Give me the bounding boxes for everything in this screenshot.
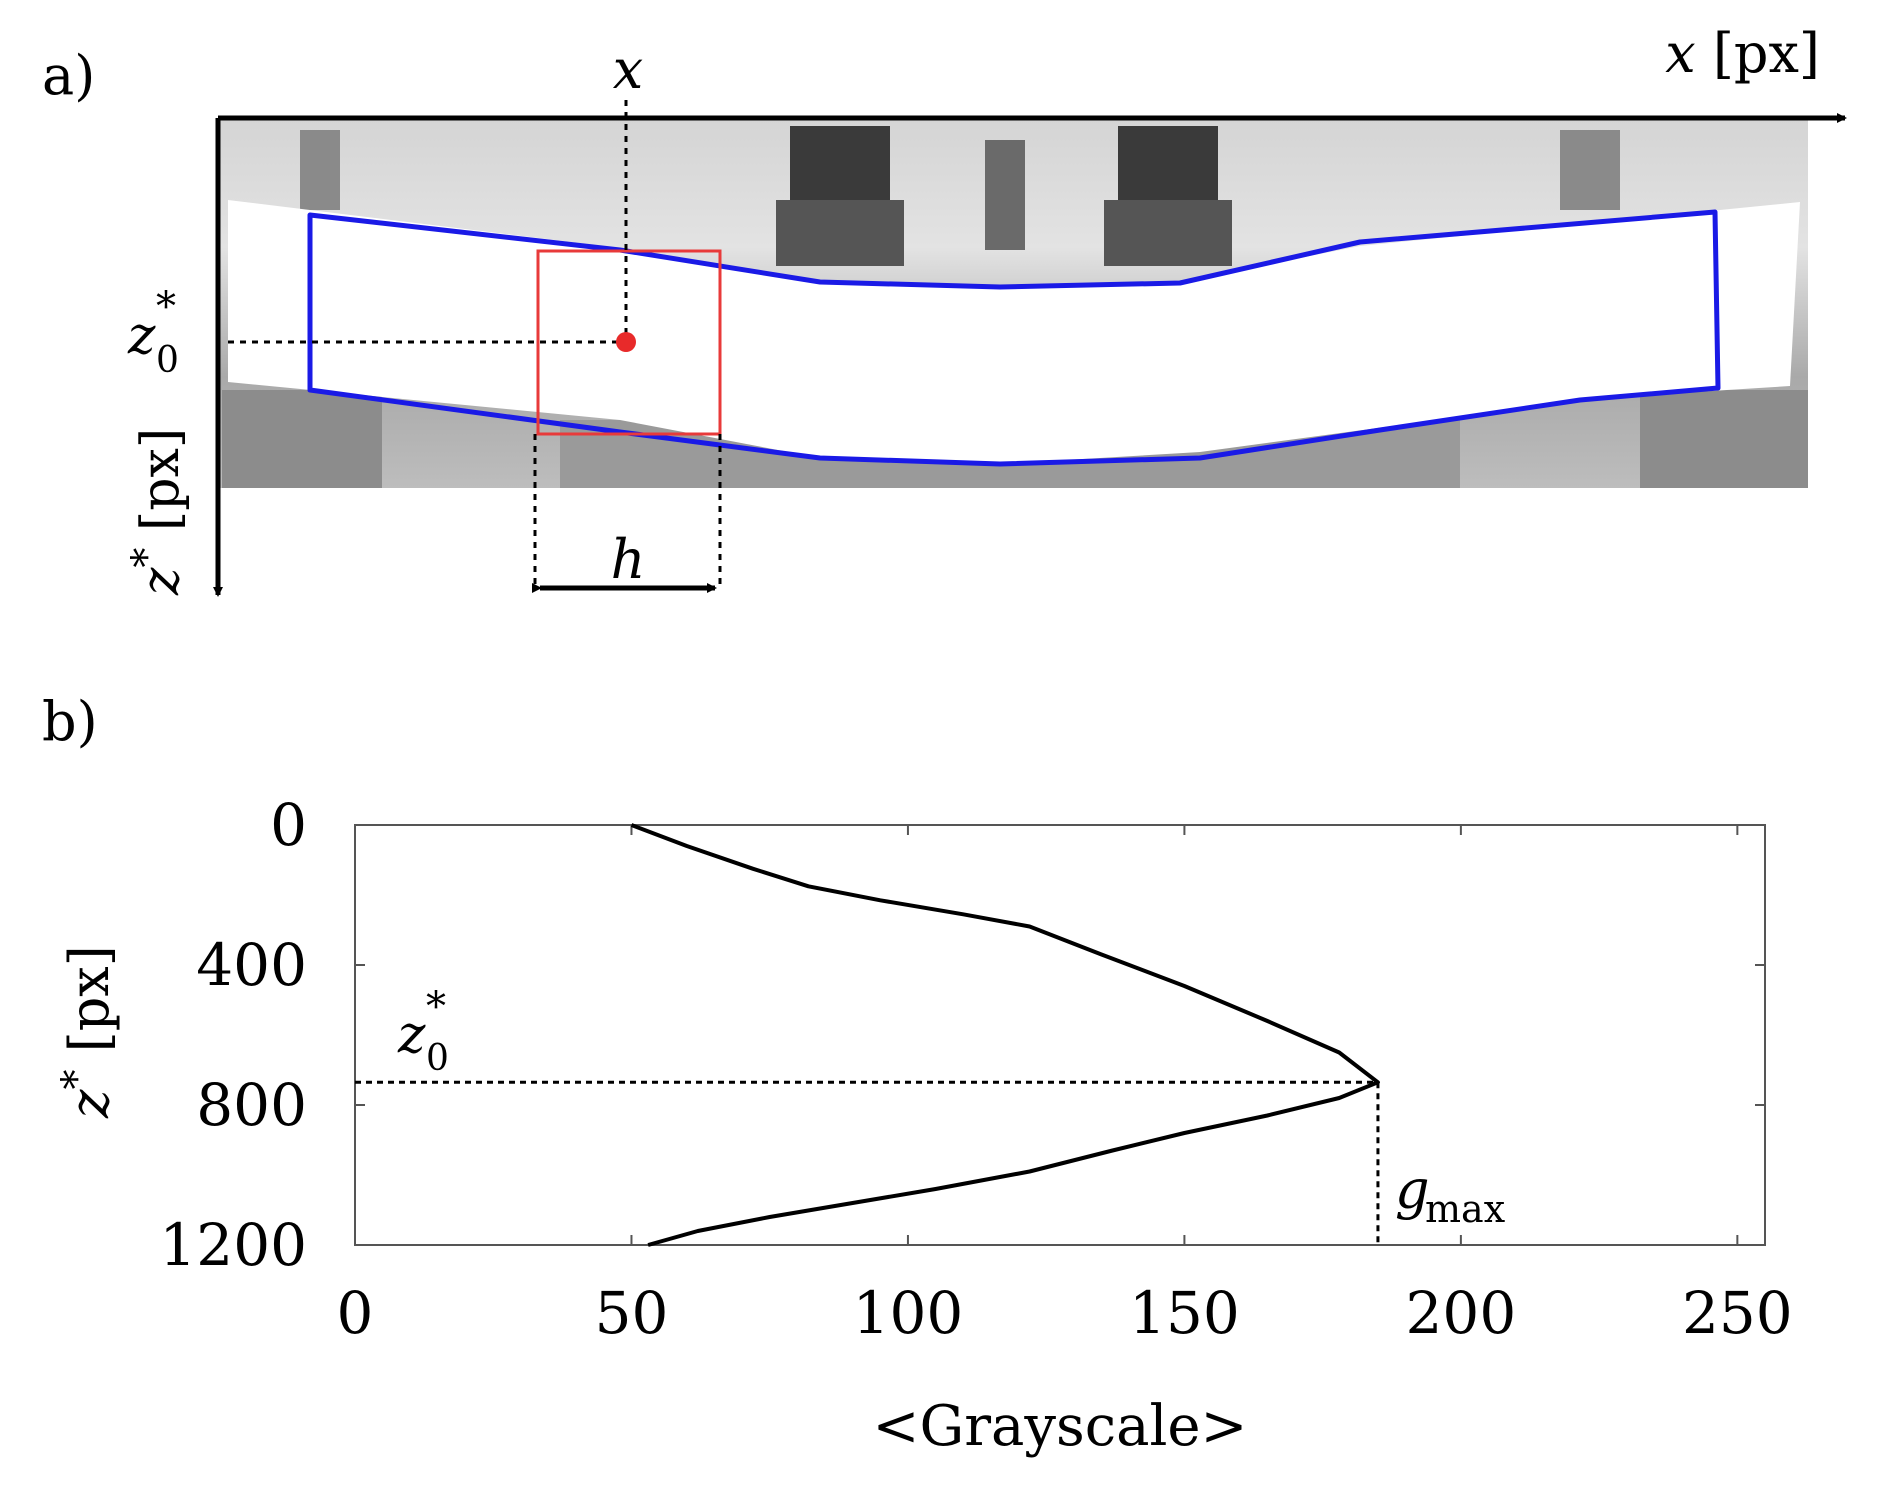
x-tick-label: 200: [1406, 1279, 1517, 1347]
panel-b: b) 0 50 100 150 200 250 0 400 800 1200 z 0 * g m…: [42, 690, 1793, 1459]
z0-annotation-base: z: [397, 1005, 426, 1065]
test-photo: [218, 118, 1808, 488]
panel-b-label: b): [42, 690, 98, 753]
analysis-window: [536, 249, 722, 436]
panel-a-label: a): [42, 44, 95, 107]
z0-star-label-base: z: [127, 306, 156, 366]
z0-annotation: z 0 *: [397, 984, 449, 1079]
frame-left: [300, 130, 340, 210]
z0-annotation-sup: *: [426, 984, 446, 1030]
z0-annotation-sub: 0: [426, 1038, 449, 1079]
frame-right: [1560, 130, 1620, 210]
support-left: [222, 390, 382, 488]
loading-head-right-base: [1104, 200, 1232, 266]
x-tick-label: 50: [595, 1279, 669, 1347]
y-tick-label: 800: [196, 1071, 307, 1139]
marker-x-label: x: [613, 38, 643, 101]
loading-head-left-base: [776, 200, 904, 266]
plot-frame: [354, 824, 1766, 1246]
window-width-label: h: [611, 528, 646, 591]
x-axis-label: x [px]: [1665, 22, 1820, 85]
y-ticks: 0 400 800 1200: [159, 791, 1765, 1279]
grayscale-profile-line: [630, 823, 1380, 1247]
frame-center: [985, 140, 1025, 250]
gmax-annotation: g max: [1395, 1158, 1505, 1231]
y-axis-label: z* [px]: [54, 945, 121, 1119]
x-tick-label: 100: [853, 1279, 964, 1347]
x-tick-label: 150: [1129, 1279, 1240, 1347]
gmax-annotation-sub: max: [1425, 1187, 1505, 1231]
svg-text:z* [px]: z* [px]: [54, 945, 121, 1119]
gmax-annotation-base: g: [1395, 1158, 1430, 1221]
beam-outline: [307, 209, 1721, 467]
z0-star-label-sup: *: [156, 284, 176, 330]
x-tick-label: 0: [337, 1279, 374, 1347]
y-tick-label: 0: [270, 791, 307, 859]
z0-star-label: z 0 *: [127, 284, 179, 381]
z0-star-label-sub: 0: [156, 340, 179, 381]
svg-text:z* [px]: z* [px]: [124, 428, 191, 596]
measurement-point: [616, 332, 636, 352]
x-ticks: 0 50 100 150 200 250: [337, 825, 1793, 1347]
x-tick-label: 250: [1682, 1279, 1793, 1347]
beam-body: [228, 200, 1800, 464]
z-axis-label: z* [px]: [124, 428, 191, 596]
y-tick-label: 400: [196, 931, 307, 999]
support-right: [1640, 390, 1808, 488]
x-axis-title: <Grayscale>: [873, 1394, 1248, 1459]
panel-a: a): [42, 22, 1847, 597]
y-tick-label: 1200: [159, 1211, 307, 1279]
